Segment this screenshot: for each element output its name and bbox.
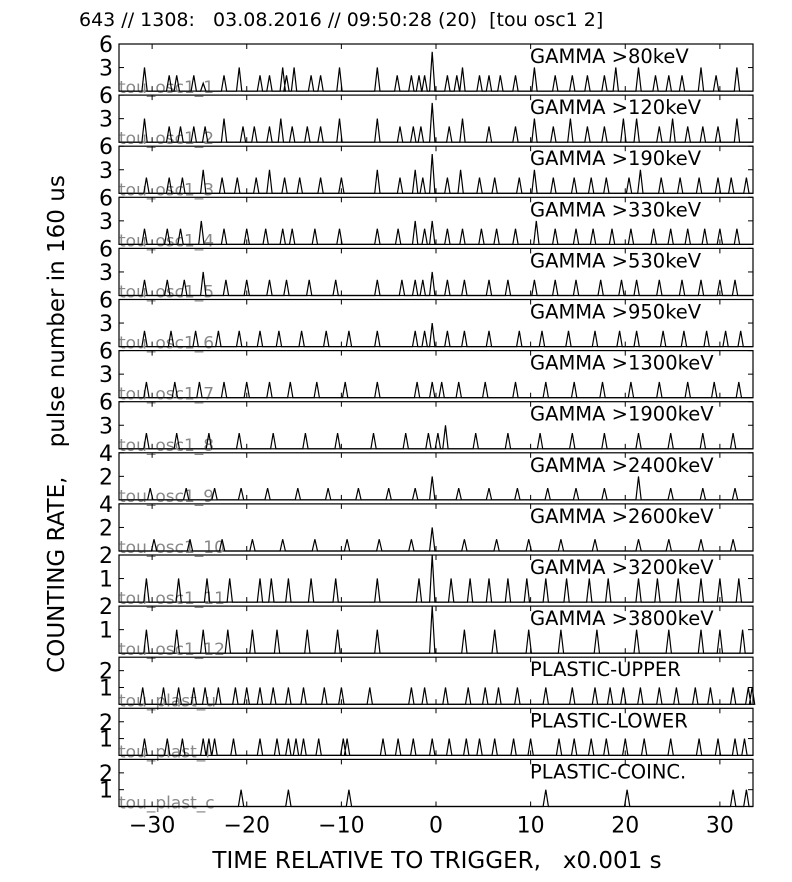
y-tick-label: 2 bbox=[99, 544, 113, 569]
series-line bbox=[119, 153, 753, 194]
panel-8: tou_osc1_8 GAMMA >1900keV 36 bbox=[99, 391, 754, 456]
panel-title: GAMMA >950keV bbox=[530, 301, 702, 324]
y-tick-label: 2 bbox=[99, 595, 113, 620]
y-tick-label: 1 bbox=[99, 728, 113, 753]
y-tick-label: 2 bbox=[99, 516, 113, 541]
series-line bbox=[119, 554, 753, 603]
y-tick-label: 2 bbox=[99, 762, 113, 787]
x-tick-label: 20 bbox=[611, 814, 639, 839]
series-line bbox=[119, 271, 753, 297]
series-line bbox=[119, 476, 753, 501]
panel-tag: tou_osc1_12 bbox=[119, 640, 225, 660]
series-line bbox=[119, 323, 753, 348]
y-tick-label: 3 bbox=[99, 108, 113, 133]
panel-title: GAMMA >2400keV bbox=[530, 454, 714, 477]
panel-title: GAMMA >1300keV bbox=[530, 352, 714, 375]
x-tick-label: 10 bbox=[517, 814, 545, 839]
panel-title: PLASTIC-LOWER bbox=[530, 709, 688, 732]
y-tick-label: 6 bbox=[99, 135, 113, 160]
series-line bbox=[119, 527, 753, 552]
y-tick-label: 1 bbox=[99, 676, 113, 701]
x-tick-label: −20 bbox=[224, 814, 270, 839]
panel-title: GAMMA >80keV bbox=[530, 45, 689, 68]
panel-tag: tou_osc1_7 bbox=[119, 385, 214, 405]
y-tick-label: 6 bbox=[99, 33, 113, 58]
y-tick-label: 1 bbox=[99, 619, 113, 644]
y-tick-label: 6 bbox=[99, 237, 113, 262]
panel-tag: tou_osc1_8 bbox=[119, 436, 214, 456]
series-line bbox=[119, 738, 753, 756]
series-line bbox=[119, 51, 753, 92]
y-tick-label: 3 bbox=[99, 210, 113, 235]
y-tick-label: 4 bbox=[99, 442, 113, 467]
x-tick-label: 30 bbox=[706, 814, 734, 839]
y-tick-label: 6 bbox=[99, 186, 113, 211]
panel-tag: tou_osc1_9 bbox=[119, 487, 214, 507]
x-axis-label: TIME RELATIVE TO TRIGGER, x0.001 s bbox=[212, 848, 662, 874]
panel-15: tou_plast_c PLASTIC-COINC. 12 bbox=[99, 758, 754, 814]
plot-header: 643 // 1308: 03.08.2016 // 09:50:28 (20)… bbox=[79, 9, 604, 31]
panel-title: GAMMA >1900keV bbox=[530, 403, 714, 426]
series-line bbox=[119, 789, 753, 808]
y-tick-label: 3 bbox=[99, 363, 113, 388]
y-tick-label: 6 bbox=[99, 340, 113, 365]
x-tick-label: −10 bbox=[318, 814, 364, 839]
x-tick-label: −30 bbox=[129, 814, 175, 839]
y-tick-label: 1 bbox=[99, 568, 113, 593]
y-tick-label: 3 bbox=[99, 57, 113, 82]
y-tick-label: 6 bbox=[99, 84, 113, 109]
y-tick-label: 2 bbox=[99, 465, 113, 490]
series-line bbox=[119, 425, 753, 450]
panel-title: GAMMA >120keV bbox=[530, 96, 702, 119]
y-tick-label: 1 bbox=[99, 779, 113, 804]
y-tick-label: 2 bbox=[99, 660, 113, 685]
panel-title: GAMMA >2600keV bbox=[530, 505, 714, 528]
y-tick-label: 3 bbox=[99, 159, 113, 184]
y-tick-label: 4 bbox=[99, 493, 113, 518]
series-line bbox=[119, 687, 756, 705]
y-tick-label: 3 bbox=[99, 261, 113, 286]
y-tick-label: 6 bbox=[99, 289, 113, 314]
series-line bbox=[119, 102, 753, 143]
panel-10: tou_osc1_10 GAMMA >2600keV 24 bbox=[99, 493, 754, 558]
y-tick-label: 6 bbox=[99, 391, 113, 416]
panel-title: PLASTIC-COINC. bbox=[530, 760, 686, 783]
x-tick-label: 0 bbox=[429, 814, 443, 839]
panel-tag: tou_plast_c bbox=[119, 794, 215, 814]
panel-title: GAMMA >190keV bbox=[530, 147, 702, 170]
panel-title: GAMMA >530keV bbox=[530, 249, 702, 272]
panel-7: tou_osc1_7 GAMMA >1300keV 36 bbox=[99, 340, 754, 405]
panel-title: GAMMA >3800keV bbox=[530, 607, 714, 630]
panel-tag: tou_osc1_10 bbox=[119, 538, 225, 558]
panel-9: tou_osc1_9 GAMMA >2400keV 24 bbox=[99, 442, 754, 507]
series-line bbox=[119, 381, 753, 399]
y-tick-label: 3 bbox=[99, 312, 113, 337]
y-tick-label: 2 bbox=[99, 711, 113, 736]
panel-title: PLASTIC-UPPER bbox=[530, 658, 681, 681]
panel-title: GAMMA >330keV bbox=[530, 198, 702, 221]
series-line bbox=[119, 606, 753, 654]
panel-tag: tou_osc1_11 bbox=[119, 589, 225, 609]
series-line bbox=[119, 220, 753, 245]
panel-12: tou_osc1_12 GAMMA >3800keV 12 bbox=[99, 595, 754, 660]
panel-title: GAMMA >3200keV bbox=[530, 556, 714, 579]
panel-11: tou_osc1_11 GAMMA >3200keV 12 bbox=[99, 544, 754, 609]
y-tick-label: 3 bbox=[99, 414, 113, 439]
